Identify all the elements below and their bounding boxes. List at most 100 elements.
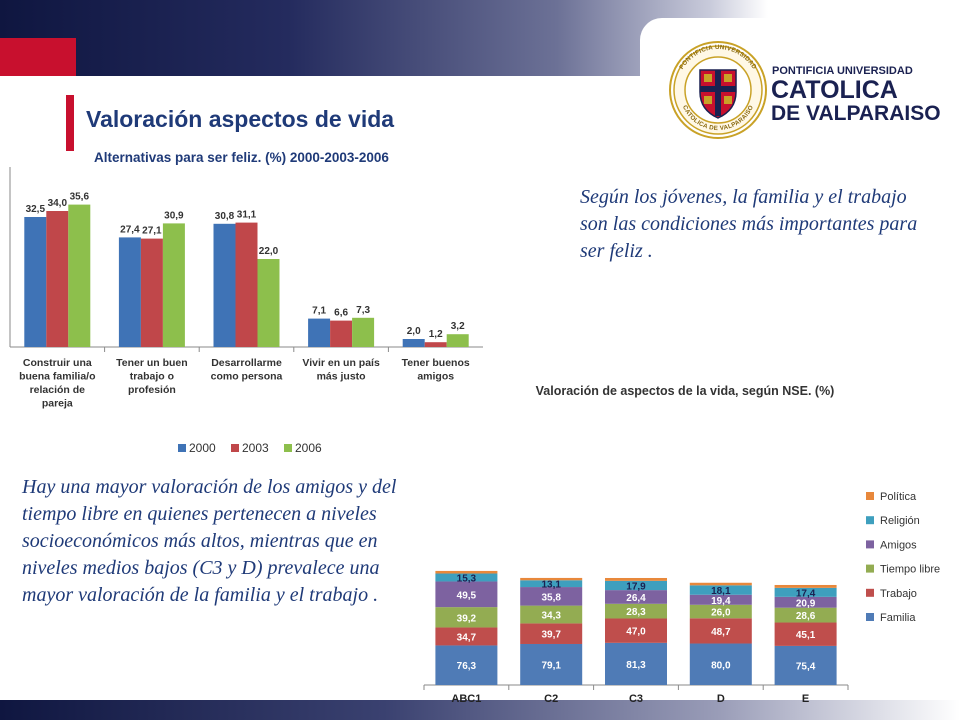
segment-religion-E (774, 587, 837, 597)
logo-line-3: DE VALPARAISO (771, 102, 941, 125)
bar-label: 6,6 (334, 308, 348, 319)
category-label: C3 (629, 693, 643, 705)
legend-swatch-tiempo-libre (866, 564, 874, 573)
legend-label-familia: Familia (880, 612, 916, 624)
seal-icon: PONTIFICIA UNIVERSIDAD CATOLICA DE VALPA… (669, 41, 767, 139)
bar-2000-4 (402, 339, 425, 347)
logo-line-2: CATOLICA (771, 76, 898, 104)
category-label: Construir una (23, 357, 92, 369)
segment-label: 49,5 (457, 590, 477, 601)
bar-label: 27,1 (142, 226, 162, 237)
segment-label: 80,0 (711, 660, 731, 671)
segment-politica-C2 (520, 577, 583, 581)
bar-2006-1 (162, 223, 185, 347)
segment-trabajo-D (689, 618, 752, 644)
bar-2003-2 (235, 222, 258, 347)
bar-label: 22,0 (259, 246, 279, 257)
bar-label: 27,4 (120, 224, 140, 235)
title-accent-bar (66, 95, 74, 151)
category-label: relación de (30, 384, 86, 396)
bar-label: 7,3 (356, 305, 370, 316)
legend-label-2006: 2006 (295, 441, 322, 455)
legend-swatch-2006 (284, 444, 292, 452)
category-label: Tener un buen (116, 357, 188, 369)
segment-religion-ABC1 (435, 573, 498, 582)
category-label: Vivir en un país (302, 357, 380, 369)
bar-label: 30,8 (215, 211, 235, 222)
bar-label: 2,0 (407, 326, 421, 337)
legend-swatch-religion (866, 516, 874, 525)
segment-amigos-C3 (605, 590, 667, 604)
bar-2003-3 (330, 320, 353, 347)
bar-2000-2 (213, 223, 236, 347)
segment-label: 20,9 (796, 598, 816, 609)
bar-2000-0 (24, 217, 47, 347)
segment-label: 79,1 (541, 660, 561, 671)
chart-title: Valoración de aspectos de la vida, según… (536, 384, 835, 398)
segment-label: 75,4 (796, 661, 816, 672)
segment-label: 18,1 (711, 586, 731, 597)
legend-swatch-familia (866, 613, 874, 621)
segment-label: 76,3 (457, 661, 477, 672)
segment-tiempo-libre-ABC1 (435, 607, 498, 628)
university-logo: PONTIFICIA UNIVERSIDAD CATOLICA DE VALPA… (669, 41, 941, 139)
paragraph-nse: Hay una mayor valoración de los amigos y… (22, 476, 397, 606)
legend-label-2000: 2000 (189, 441, 216, 455)
category-label: pareja (42, 398, 73, 410)
bottom-banner (0, 700, 960, 720)
bar-2003-0 (46, 211, 69, 347)
bar-label: 1,2 (429, 329, 443, 340)
segment-politica-C3 (605, 577, 667, 581)
segment-tiempo-libre-C2 (520, 605, 583, 624)
legend-label-tiempo-libre: Tiempo libre (880, 564, 940, 576)
segment-trabajo-ABC1 (435, 627, 498, 646)
segment-label: 17,4 (796, 588, 816, 599)
segment-amigos-C2 (520, 587, 583, 606)
bar-2006-0 (68, 204, 91, 347)
segment-religion-D (689, 585, 752, 595)
bar-2000-1 (118, 237, 141, 347)
paragraph-families: Según los jóvenes, la familia y el traba… (580, 186, 918, 262)
legend-label-amigos: Amigos (880, 539, 917, 551)
category-label: E (802, 693, 809, 705)
segment-amigos-E (774, 596, 837, 608)
segment-label: 81,3 (626, 660, 646, 671)
legend-swatch-2000 (178, 444, 186, 452)
segment-trabajo-C3 (605, 618, 667, 643)
category-label: Tener buenos (402, 357, 470, 369)
segment-familia-ABC1 (435, 645, 498, 685)
bar-2003-4 (424, 342, 447, 347)
segment-label: 26,4 (626, 593, 646, 604)
bar-label: 35,6 (70, 192, 90, 203)
segment-label: 28,6 (796, 611, 816, 622)
segment-label: 13,1 (541, 580, 561, 591)
legend-swatch-amigos (866, 540, 874, 549)
segment-label: 45,1 (796, 630, 816, 641)
bar-label: 31,1 (237, 210, 257, 221)
category-label: ABC1 (451, 693, 481, 705)
category-label: Desarrollarme (211, 357, 282, 369)
segment-tiempo-libre-E (774, 607, 837, 623)
legend-swatch-trabajo (866, 588, 874, 597)
category-label: más justo (317, 371, 366, 383)
slide-title: Valoración aspectos de vida (86, 106, 395, 132)
segment-label: 26,0 (711, 608, 731, 619)
segment-religion-C3 (605, 580, 667, 591)
segment-amigos-D (689, 594, 752, 605)
segment-label: 34,3 (541, 611, 561, 622)
bar-label: 7,1 (312, 306, 326, 317)
segment-religion-C2 (520, 580, 583, 588)
bar-2006-3 (352, 317, 375, 347)
segment-label: 17,9 (626, 581, 646, 592)
segment-label: 48,7 (711, 627, 731, 638)
bar-label: 34,0 (48, 198, 68, 209)
segment-tiempo-libre-D (689, 604, 752, 619)
bar-label: 3,2 (451, 321, 465, 332)
segment-label: 39,7 (541, 630, 561, 641)
bar-2006-2 (257, 259, 280, 347)
segment-label: 35,8 (541, 592, 561, 603)
segment-familia-C3 (605, 642, 667, 685)
segment-label: 28,3 (626, 607, 646, 618)
